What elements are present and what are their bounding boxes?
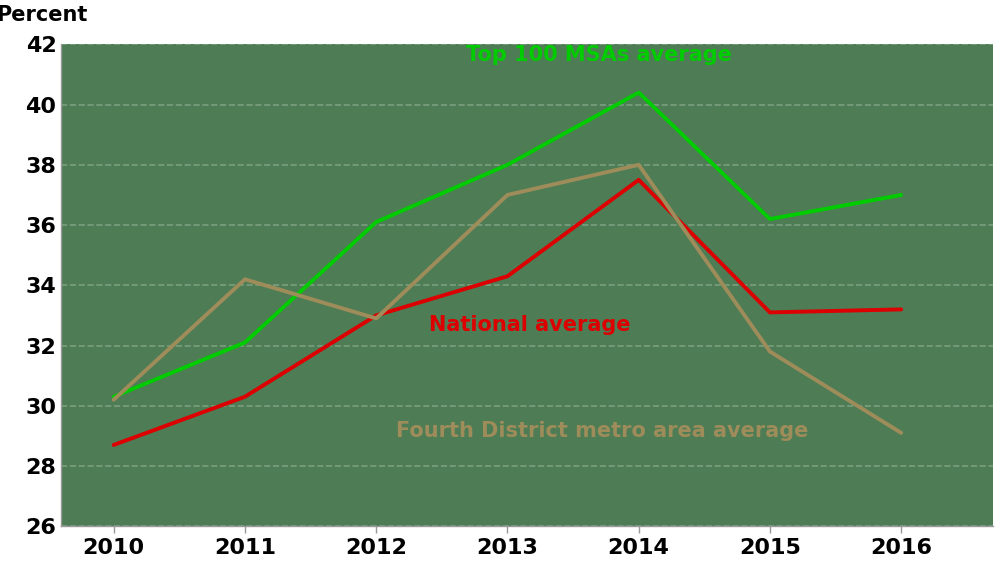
Text: National average: National average [429,315,630,336]
Text: Percent: Percent [0,5,87,25]
Text: Top 100 MSAs average: Top 100 MSAs average [466,45,732,66]
Text: Fourth District metro area average: Fourth District metro area average [396,421,808,441]
